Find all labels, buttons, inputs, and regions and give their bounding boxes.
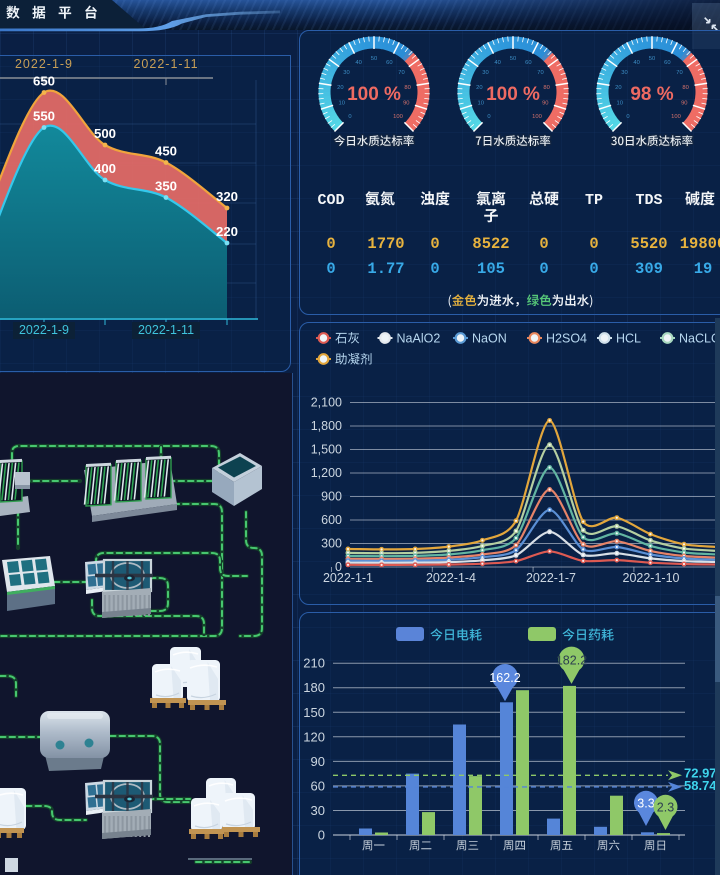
- svg-text:10: 10: [338, 101, 344, 107]
- svg-text:NaAlO2: NaAlO2: [397, 332, 441, 346]
- svg-text:0: 0: [539, 260, 548, 278]
- svg-text:30: 30: [311, 803, 325, 818]
- svg-text:30: 30: [621, 70, 627, 76]
- svg-text:10: 10: [477, 101, 483, 107]
- svg-text:90: 90: [681, 101, 687, 107]
- svg-text:0: 0: [589, 260, 598, 278]
- svg-text:1.77: 1.77: [367, 260, 404, 278]
- svg-text:40: 40: [355, 60, 361, 66]
- svg-text:20: 20: [615, 85, 621, 91]
- svg-text:1,200: 1,200: [311, 466, 342, 480]
- svg-text:TDS: TDS: [635, 192, 662, 209]
- svg-text:30: 30: [343, 70, 349, 76]
- svg-text:60: 60: [311, 778, 325, 793]
- svg-text:105: 105: [477, 260, 505, 278]
- svg-text:58.74: 58.74: [684, 778, 717, 793]
- svg-text:2022-1-11: 2022-1-11: [133, 57, 198, 71]
- svg-text:50: 50: [371, 56, 377, 62]
- svg-text:90: 90: [311, 754, 325, 769]
- svg-text:70: 70: [398, 70, 404, 76]
- svg-text:8522: 8522: [472, 235, 509, 253]
- svg-text:1,800: 1,800: [311, 419, 342, 433]
- svg-text:50: 50: [649, 56, 655, 62]
- svg-text:2022-1-1: 2022-1-1: [323, 571, 373, 585]
- svg-text:2022-1-4: 2022-1-4: [426, 571, 476, 585]
- svg-text:100: 100: [532, 114, 542, 120]
- svg-text:100 %: 100 %: [486, 84, 540, 105]
- svg-text:0: 0: [335, 560, 342, 574]
- svg-text:2022-1-10: 2022-1-10: [623, 571, 680, 585]
- svg-text:60: 60: [664, 60, 670, 66]
- svg-text:NaCLO: NaCLO: [679, 332, 720, 346]
- svg-text:90: 90: [403, 101, 409, 107]
- svg-text:COD: COD: [317, 192, 344, 209]
- svg-text:350: 350: [155, 179, 177, 194]
- svg-text:600: 600: [321, 513, 342, 527]
- svg-text:70: 70: [676, 70, 682, 76]
- svg-text:182.2: 182.2: [556, 653, 587, 667]
- svg-text:1770: 1770: [367, 235, 404, 253]
- svg-text:100: 100: [393, 114, 403, 120]
- svg-text:120: 120: [303, 729, 325, 744]
- svg-text:3.3: 3.3: [637, 797, 654, 811]
- svg-text:2022-1-11: 2022-1-11: [138, 323, 194, 337]
- svg-text:0: 0: [430, 260, 439, 278]
- svg-text:80: 80: [543, 85, 549, 91]
- svg-text:5520: 5520: [630, 235, 667, 253]
- svg-text:60: 60: [525, 60, 531, 66]
- svg-text:320: 320: [216, 189, 238, 204]
- svg-text:0: 0: [539, 235, 548, 253]
- svg-text:2,100: 2,100: [311, 396, 342, 410]
- svg-text:2022-1-9: 2022-1-9: [19, 323, 69, 337]
- svg-text:0: 0: [326, 260, 335, 278]
- svg-text:0: 0: [589, 235, 598, 253]
- svg-text:NaON: NaON: [472, 332, 507, 346]
- svg-text:0: 0: [430, 235, 439, 253]
- svg-text:TP: TP: [585, 192, 603, 209]
- svg-text:40: 40: [633, 60, 639, 66]
- svg-text:162.2: 162.2: [489, 671, 520, 685]
- svg-text:300: 300: [321, 537, 342, 551]
- svg-text:H2SO4: H2SO4: [546, 332, 587, 346]
- svg-text:450: 450: [155, 144, 177, 159]
- svg-text:20: 20: [337, 85, 343, 91]
- svg-text:20: 20: [476, 85, 482, 91]
- svg-text:210: 210: [303, 656, 325, 671]
- svg-text:0: 0: [326, 235, 335, 253]
- svg-text:50: 50: [510, 56, 516, 62]
- svg-text:309: 309: [635, 260, 663, 278]
- svg-text:220: 220: [216, 224, 238, 239]
- svg-text:1,500: 1,500: [311, 443, 342, 457]
- svg-text:0: 0: [626, 114, 629, 120]
- svg-text:550: 550: [33, 109, 55, 124]
- svg-text:90: 90: [542, 101, 548, 107]
- svg-text:100 %: 100 %: [347, 84, 401, 105]
- svg-text:650: 650: [33, 74, 55, 89]
- svg-text:19: 19: [694, 260, 713, 278]
- svg-text:10: 10: [616, 101, 622, 107]
- svg-text:98 %: 98 %: [630, 84, 673, 105]
- svg-text:900: 900: [321, 490, 342, 504]
- svg-text:30: 30: [482, 70, 488, 76]
- svg-text:2.3: 2.3: [657, 801, 674, 815]
- svg-text:70: 70: [537, 70, 543, 76]
- svg-text:HCL: HCL: [616, 332, 641, 346]
- svg-text:60: 60: [386, 60, 392, 66]
- svg-text:0: 0: [487, 114, 490, 120]
- svg-text:72.97: 72.97: [684, 765, 717, 780]
- svg-text:180: 180: [303, 680, 325, 695]
- svg-text:400: 400: [94, 161, 116, 176]
- svg-text:2022-1-7: 2022-1-7: [526, 571, 576, 585]
- svg-text:150: 150: [303, 705, 325, 720]
- svg-text:2022-1-9: 2022-1-9: [15, 57, 73, 71]
- svg-text:80: 80: [404, 85, 410, 91]
- svg-text:0: 0: [318, 828, 325, 843]
- svg-text:500: 500: [94, 126, 116, 141]
- svg-text:80: 80: [682, 85, 688, 91]
- svg-text:100: 100: [671, 114, 681, 120]
- svg-text:0: 0: [348, 114, 351, 120]
- svg-text:40: 40: [494, 60, 500, 66]
